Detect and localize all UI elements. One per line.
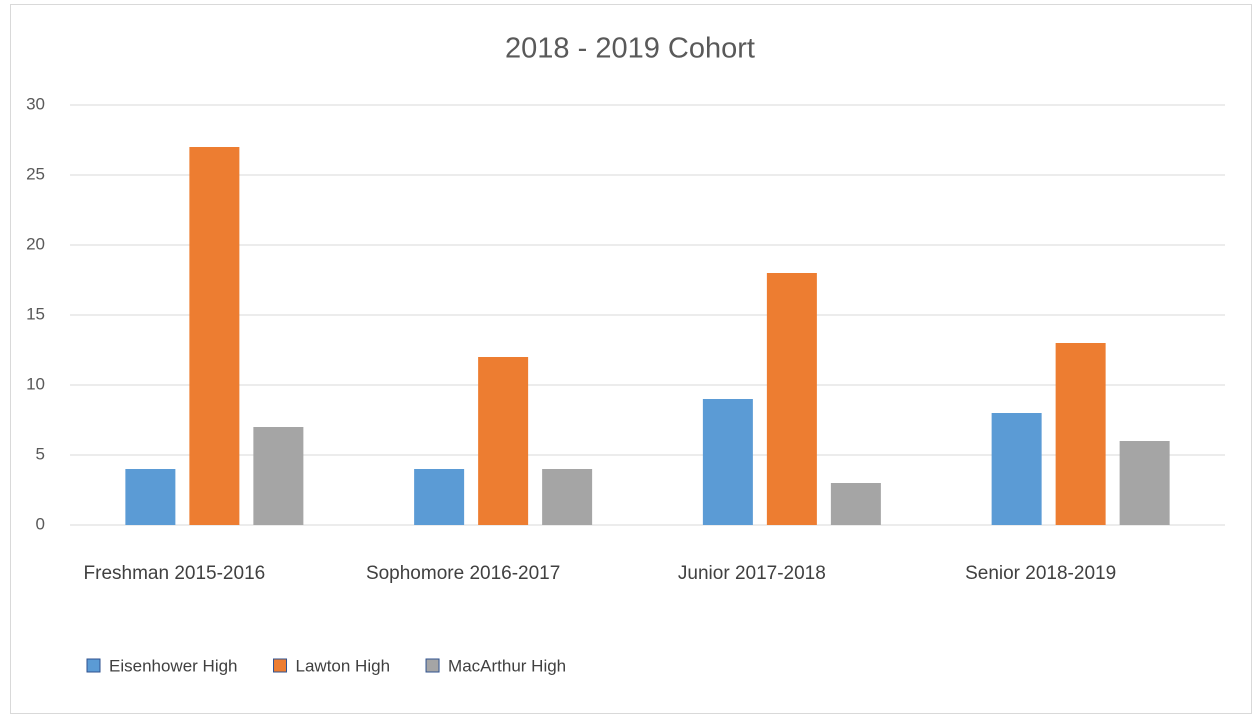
bar [414,469,465,525]
legend-swatch [425,658,440,673]
bar [542,469,593,525]
y-tick-label: 5 [36,444,45,463]
bar [1055,343,1106,525]
x-tick-label: Freshman 2015-2016 [84,563,266,584]
legend-swatch [86,658,101,673]
bar [253,427,304,525]
bar [125,469,176,525]
y-tick-label: 20 [26,234,45,253]
legend-label: Lawton High [296,656,391,675]
legend-label: Eisenhower High [109,656,238,675]
bar [1119,441,1170,525]
x-tick-label: Senior 2018-2019 [965,563,1116,584]
y-tick-label: 10 [26,374,45,393]
bar [766,273,817,525]
x-tick-label: Junior 2017-2018 [678,563,826,584]
bar [478,357,529,525]
bar [991,413,1042,525]
bar [702,399,753,525]
bar [189,147,240,525]
bar [830,483,881,525]
legend-label: MacArthur High [448,656,566,675]
y-tick-label: 0 [36,514,45,533]
legend-swatch [273,658,288,673]
chart-title: 2018 - 2019 Cohort [505,33,755,65]
x-tick-label: Sophomore 2016-2017 [366,563,560,584]
y-tick-label: 15 [26,304,45,323]
y-tick-label: 30 [26,94,45,113]
y-tick-label: 25 [26,164,45,183]
